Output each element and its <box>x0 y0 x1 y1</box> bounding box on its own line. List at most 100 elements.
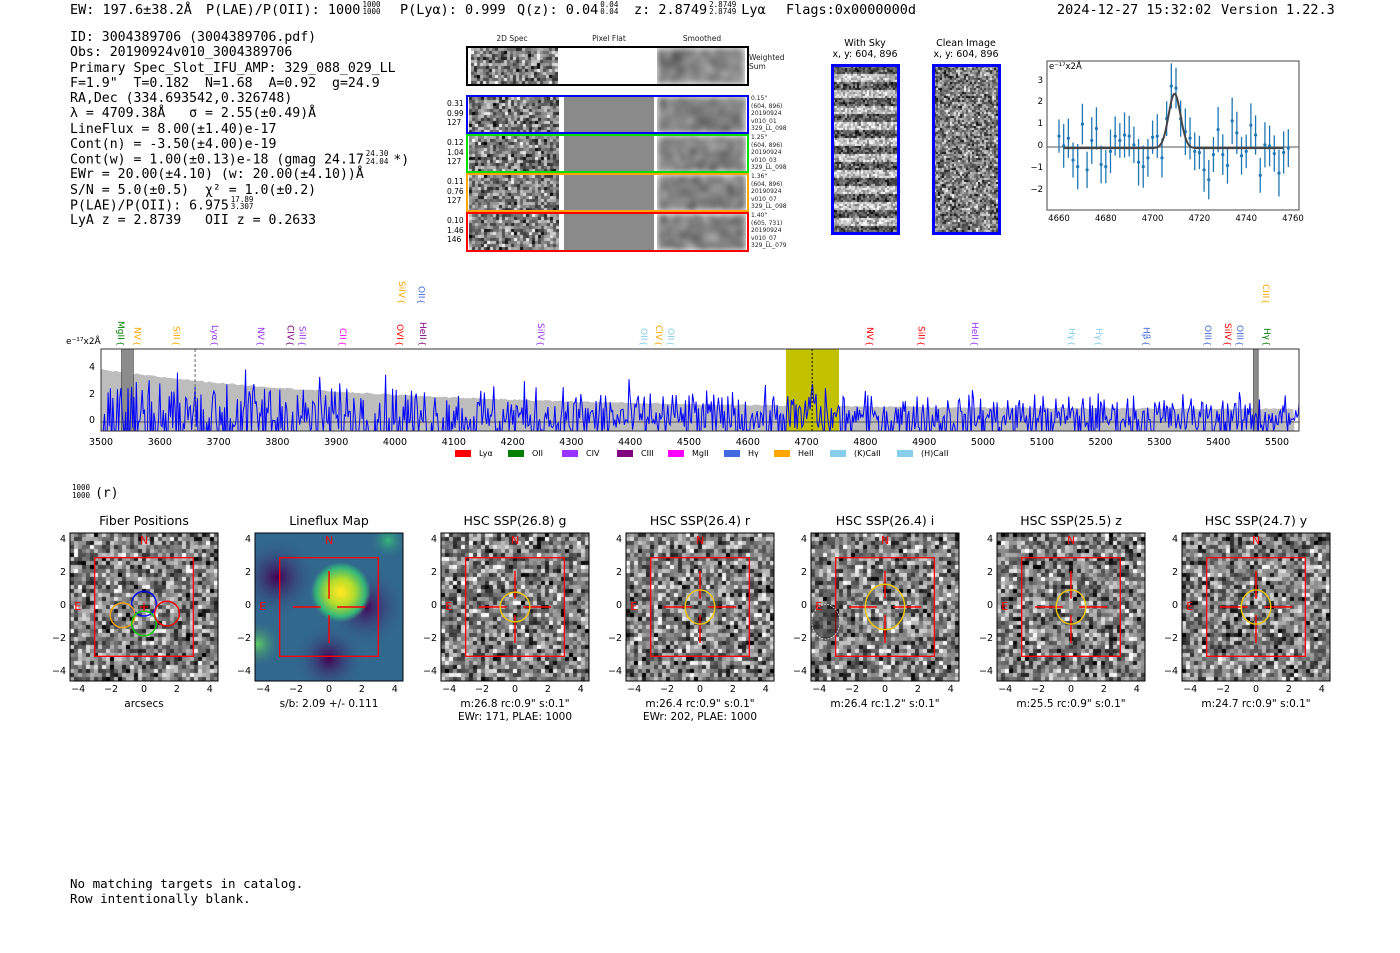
info-line: LineFlux = 8.00(±1.40)e-17 <box>70 122 409 137</box>
legend-swatch <box>668 450 684 457</box>
fit-x-tick: 4660 <box>1048 214 1070 224</box>
data-point <box>1099 162 1103 167</box>
fit-x-tick: 4740 <box>1235 214 1257 224</box>
info-line-suffix: *) <box>393 152 410 168</box>
legend-item: CIII <box>617 449 654 458</box>
header-field-text: P(LAE)/P(OII): 1000 <box>206 2 361 18</box>
emission-line-bracket: { <box>1141 341 1151 347</box>
data-point <box>1076 165 1080 169</box>
emission-line-label: NV <box>863 327 874 340</box>
clean-image <box>934 66 999 233</box>
line-window-highlight <box>786 349 839 431</box>
gaussian-fit <box>1063 92 1284 150</box>
fiber-stat: 127 <box>447 196 462 205</box>
info-line-text: ID: 3004389706 (3004389706.pdf) <box>70 30 317 45</box>
fiber-meta-line: v010_03 <box>751 156 777 164</box>
header-field: P(Lyα): 0.999 <box>400 2 506 18</box>
cutout-y-tick: −2 <box>607 632 622 644</box>
emission-line-bracket: { <box>1094 341 1104 347</box>
east-label: E <box>445 600 453 613</box>
cutout-x-tick: 0 <box>511 684 519 695</box>
pixel-flat <box>564 136 654 172</box>
cutout-y-tick: −4 <box>236 665 251 677</box>
clean-frame <box>932 64 1001 235</box>
legend-label: CIV <box>586 449 600 458</box>
lower-bound: 24.04 <box>365 156 389 166</box>
emission-line-label: MgII <box>114 321 125 340</box>
spectrum-x-tick: 4000 <box>382 437 408 448</box>
cutout-caption: s/b: 2.09 +/- 0.111 <box>279 698 379 710</box>
fit-y-tick: 2 <box>1037 97 1043 108</box>
cutout-x-tick: 0 <box>140 684 148 695</box>
data-point <box>1066 136 1070 140</box>
data-point <box>1062 144 1066 148</box>
emission-line-bracket: { <box>1235 341 1245 347</box>
fiber-row-frame <box>466 95 749 134</box>
cutout-y-tick: 2 <box>244 567 251 579</box>
cutout-x-tick: −2 <box>475 684 490 695</box>
data-point <box>1277 171 1281 175</box>
info-line-text: Obs: 20190924v010_3004389706 <box>70 45 293 61</box>
row-smoothed <box>657 175 746 211</box>
info-line-text: RA,Dec (334.693542,0.326748) <box>70 91 293 106</box>
emission-line-label: OII <box>664 327 675 340</box>
info-line-text: LineFlux = 8.00(±1.40)e-17 <box>70 121 277 137</box>
fit-y-tick: −1 <box>1030 162 1043 173</box>
cutout-caption: m:26.4 rc:0.9" s:0.1" <box>645 698 755 710</box>
data-point <box>1104 165 1108 169</box>
info-line-text: Cont(n) = -3.50(±4.00)e-19 <box>70 136 277 152</box>
cutout-x-tick: −4 <box>71 684 86 695</box>
data-point <box>1249 123 1253 127</box>
data-point <box>1216 127 1220 132</box>
data-point <box>1211 153 1216 157</box>
emission-line-label: Hγ <box>1260 327 1271 340</box>
cutout-y-tick: −2 <box>236 632 251 644</box>
fiber-meta-line: 1.40" <box>751 212 768 219</box>
upper-bound: 17.89 <box>230 194 254 204</box>
header-field: EW: 197.6±38.2Å <box>70 2 192 18</box>
fiber-meta-line: 329_LL_098 <box>751 203 787 211</box>
spectrum-x-tick: 4100 <box>441 437 466 448</box>
cutout-y-tick: −2 <box>1163 632 1178 644</box>
cutout-x-tick: 4 <box>762 684 769 695</box>
emission-line-bracket: { <box>864 341 874 347</box>
emission-line-bracket: { <box>132 341 142 347</box>
north-label: N <box>696 534 705 548</box>
emission-line-bracket: { <box>665 341 675 347</box>
fiber-stat: 1.46 <box>447 225 464 235</box>
legend-swatch <box>774 450 790 457</box>
fiber-stats: 0.10 1.46 146 <box>447 216 464 245</box>
emission-line-bracket: { <box>395 341 405 347</box>
fiber-row-frame <box>466 173 749 212</box>
weighted-pixel-flat <box>558 48 657 84</box>
fiber-meta-line: (605, 731) <box>751 219 783 227</box>
cutout-y-tick: 0 <box>1171 600 1178 611</box>
legend-label: OII <box>532 449 544 458</box>
spectrum-x-tick: 3700 <box>206 437 231 448</box>
data-point <box>1080 122 1084 126</box>
info-line: Primary Spec_Slot_IFU_AMP: 329_088_029_L… <box>70 61 409 76</box>
weighted-2d-spec <box>471 48 558 84</box>
fiber-stats: 0.12 1.04 127 <box>447 138 464 167</box>
row-2d-spec <box>469 214 559 250</box>
emission-line-label: HeII <box>969 322 980 340</box>
north-label: N <box>140 534 149 548</box>
info-line-text: Cont(w) = 1.00(±0.13)e-18 (gmag 24.17 <box>70 152 364 168</box>
cutout-x-tick: −4 <box>1183 684 1198 695</box>
fit-y-tick: 3 <box>1037 75 1043 86</box>
spectrum-y-tick: 0 <box>88 415 95 426</box>
cutout-title: Fiber Positions <box>99 513 189 528</box>
cutout-x-tick: −2 <box>845 684 860 695</box>
timestamp: 2024-12-27 15:32:02 <box>1057 2 1212 18</box>
emission-line-bracket: { <box>255 341 265 347</box>
header-field: P(LAE)/P(OII): 1000 1000 1000 <box>206 0 383 18</box>
fiber-stat: 0.31 <box>447 99 464 108</box>
header-field: Q(z): 0.04 0.04 0.04 <box>517 0 620 18</box>
cutout-y-tick: 2 <box>800 567 807 579</box>
info-line: F=1.9" T=0.182 N=1.68 A=0.92 g=24.9 <box>70 76 409 91</box>
data-point <box>1174 86 1178 90</box>
cutout-y-tick: 2 <box>59 567 66 579</box>
fiber-row-frame <box>466 212 749 252</box>
north-label: N <box>511 534 520 548</box>
emission-line-label: SiIV <box>535 322 546 340</box>
